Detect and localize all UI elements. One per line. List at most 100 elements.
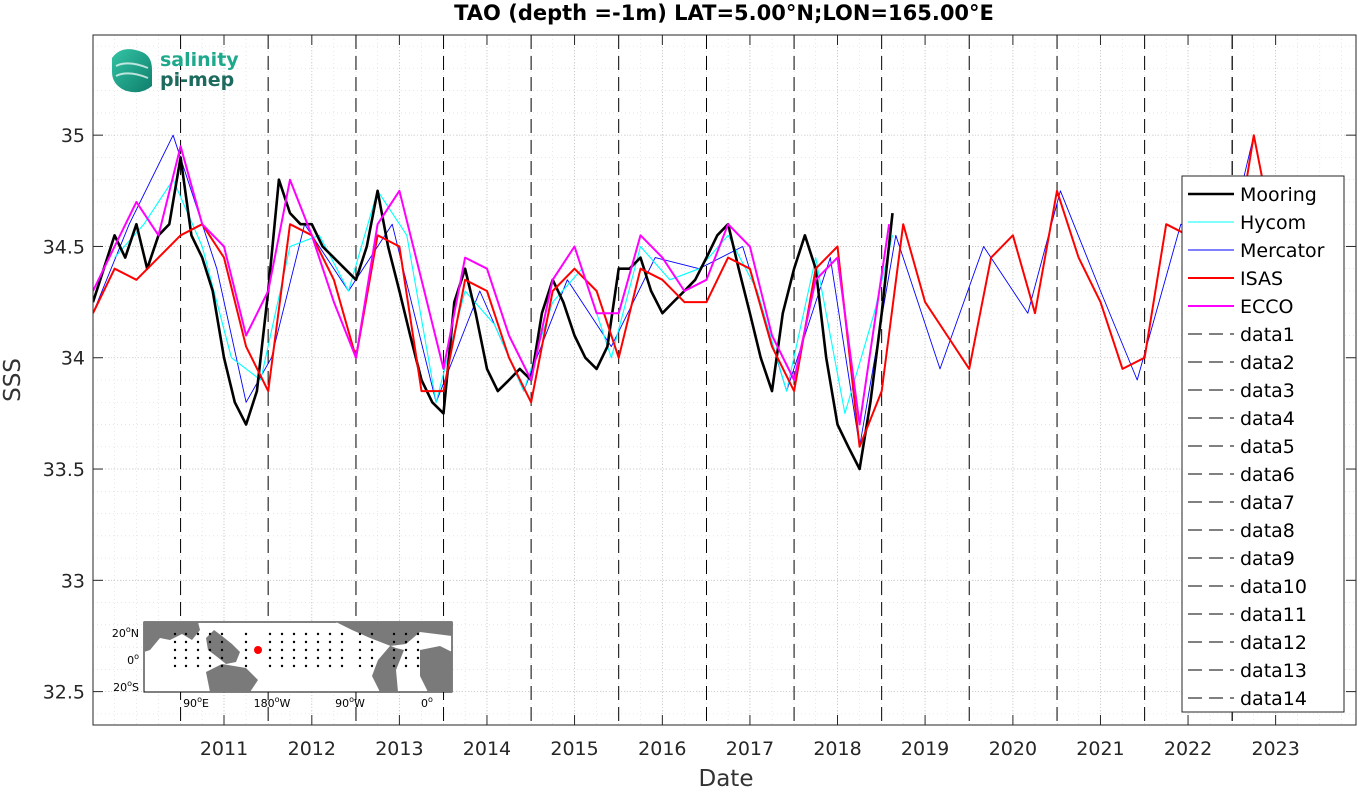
inset-map-lon-label: 0o (421, 695, 433, 710)
inset-map-buoy-dot (316, 640, 320, 644)
series-layer (93, 134, 1277, 471)
logo-line1: salinity (160, 49, 239, 71)
legend-label-data2: data2 (1240, 352, 1295, 374)
x-tick-label: 2020 (989, 738, 1037, 760)
inset-map-buoy-dot (370, 632, 374, 636)
inset-map-buoy-dot (316, 648, 320, 652)
inset-map-buoy-dot (184, 632, 188, 636)
legend: Mooring Hycom Mercator ISAS ECCO data1 data2 da… (1181, 175, 1345, 713)
legend-label-data13: data13 (1240, 660, 1307, 682)
inset-map-buoy-dot (340, 656, 344, 660)
inset-map-buoy-dot (328, 632, 332, 636)
legend-label-data3: data3 (1240, 380, 1295, 402)
inset-map-buoy-dot (304, 632, 308, 636)
legend-label-ecco: ECCO (1240, 296, 1294, 318)
legend-label-data12: data12 (1240, 632, 1307, 654)
x-tick-label: 2021 (1076, 738, 1124, 760)
legend-label-data8: data8 (1240, 520, 1295, 542)
x-tick-label: 2019 (901, 738, 949, 760)
inset-map-buoy-dot (392, 648, 396, 652)
inset-map-buoy-dot (416, 664, 420, 668)
x-tick-label: 2013 (375, 738, 423, 760)
inset-map-buoy-dot (184, 648, 188, 652)
inset-map-land-africa-asia (144, 622, 200, 652)
inset-map-buoy-dot (392, 656, 396, 660)
inset-map-lon-label: 180oW (254, 695, 291, 710)
legend-label-data6: data6 (1240, 464, 1295, 486)
inset-map-buoy-dot (404, 664, 408, 668)
legend-label-data5: data5 (1240, 436, 1295, 458)
inset-map-buoy-dot (220, 664, 224, 668)
x-tick-label: 2011 (200, 738, 248, 760)
inset-map-buoy-dot (173, 664, 177, 668)
inset-map-buoy-dot (304, 664, 308, 668)
inset-map-buoy-dot (316, 632, 320, 636)
inset-map-buoy-dot (173, 640, 177, 644)
inset-map-buoy-dot (416, 632, 420, 636)
x-tick-label: 2014 (463, 738, 511, 760)
inset-map-buoy-dot (304, 648, 308, 652)
inset-map-land-australia (206, 664, 258, 692)
inset-map-buoy-dot (268, 632, 272, 636)
inset-map-buoy-dot (358, 664, 362, 668)
y-tick-label: 34.5 (43, 236, 85, 258)
inset-map-buoy-dot (328, 640, 332, 644)
inset-map-buoy-dot (173, 648, 177, 652)
y-tick-label: 32.5 (43, 682, 85, 704)
inset-map-buoy-dot (292, 632, 296, 636)
legend-label-hycom: Hycom (1240, 212, 1306, 234)
inset-map-buoy-dot (280, 640, 284, 644)
x-tick-label: 2022 (1164, 738, 1212, 760)
inset-map: 20oN 0o 20oS 90oE 180oW 90oW 0o (112, 621, 453, 710)
inset-map-buoy-dot (244, 664, 248, 668)
inset-map-lat-label: 20oS (113, 679, 139, 694)
x-tick-label: 2018 (813, 738, 861, 760)
inset-map-buoy-dot (416, 640, 420, 644)
series-ecco-line (93, 145, 891, 426)
inset-map-buoy-dot (404, 640, 408, 644)
axis-ticks: 32.5 33 33.5 34 34.5 35 2011 2012 2013 2014 2015 20… (43, 35, 1356, 760)
inset-map-lat-label: 0o (127, 652, 139, 667)
inset-map-buoy-dot (404, 632, 408, 636)
inset-map-buoy-dot (416, 648, 420, 652)
inset-map-buoy-dot (292, 664, 296, 668)
inset-map-buoy-dot (292, 640, 296, 644)
legend-label-mooring: Mooring (1240, 184, 1317, 206)
logo-wave-icon (112, 49, 152, 93)
legend-label-data1: data1 (1240, 324, 1295, 346)
inset-map-buoy-dot (370, 656, 374, 660)
legend-label-data11: data11 (1240, 604, 1307, 626)
inset-map-buoy-dot (316, 656, 320, 660)
inset-map-buoy-dot (184, 656, 188, 660)
inset-map-buoys (173, 632, 420, 668)
inset-map-buoy-dot (244, 656, 248, 660)
x-tick-label: 2023 (1251, 738, 1299, 760)
inset-map-buoy-dot (280, 656, 284, 660)
inset-map-buoy-dot (196, 648, 200, 652)
legend-label-data7: data7 (1240, 492, 1295, 514)
inset-map-buoy-dot (220, 632, 224, 636)
inset-map-buoy-dot (196, 640, 200, 644)
legend-label-isas: ISAS (1240, 268, 1283, 290)
inset-map-buoy-dot (370, 648, 374, 652)
inset-map-buoy-dot (280, 648, 284, 652)
inset-map-buoy-dot (340, 632, 344, 636)
inset-map-buoy-dot (358, 640, 362, 644)
logo-wave-stripe (115, 62, 149, 69)
y-tick-label: 33 (61, 570, 85, 592)
inset-map-buoy-dot (268, 656, 272, 660)
inset-map-lat-label: 20oN (112, 625, 139, 640)
plot-frame (92, 34, 1357, 726)
legend-box (1181, 175, 1345, 713)
inset-map-buoy-dot (328, 664, 332, 668)
y-tick-label: 35 (61, 125, 85, 147)
inset-map-buoy-dot (416, 656, 420, 660)
inset-map-buoy-dot (340, 640, 344, 644)
y-tick-label: 34 (61, 348, 85, 370)
inset-map-buoy-dot (392, 664, 396, 668)
inset-map-buoy-dot (268, 640, 272, 644)
legend-label-data9: data9 (1240, 548, 1295, 570)
inset-map-buoy-dot (196, 664, 200, 668)
inset-map-buoy-dot (196, 656, 200, 660)
